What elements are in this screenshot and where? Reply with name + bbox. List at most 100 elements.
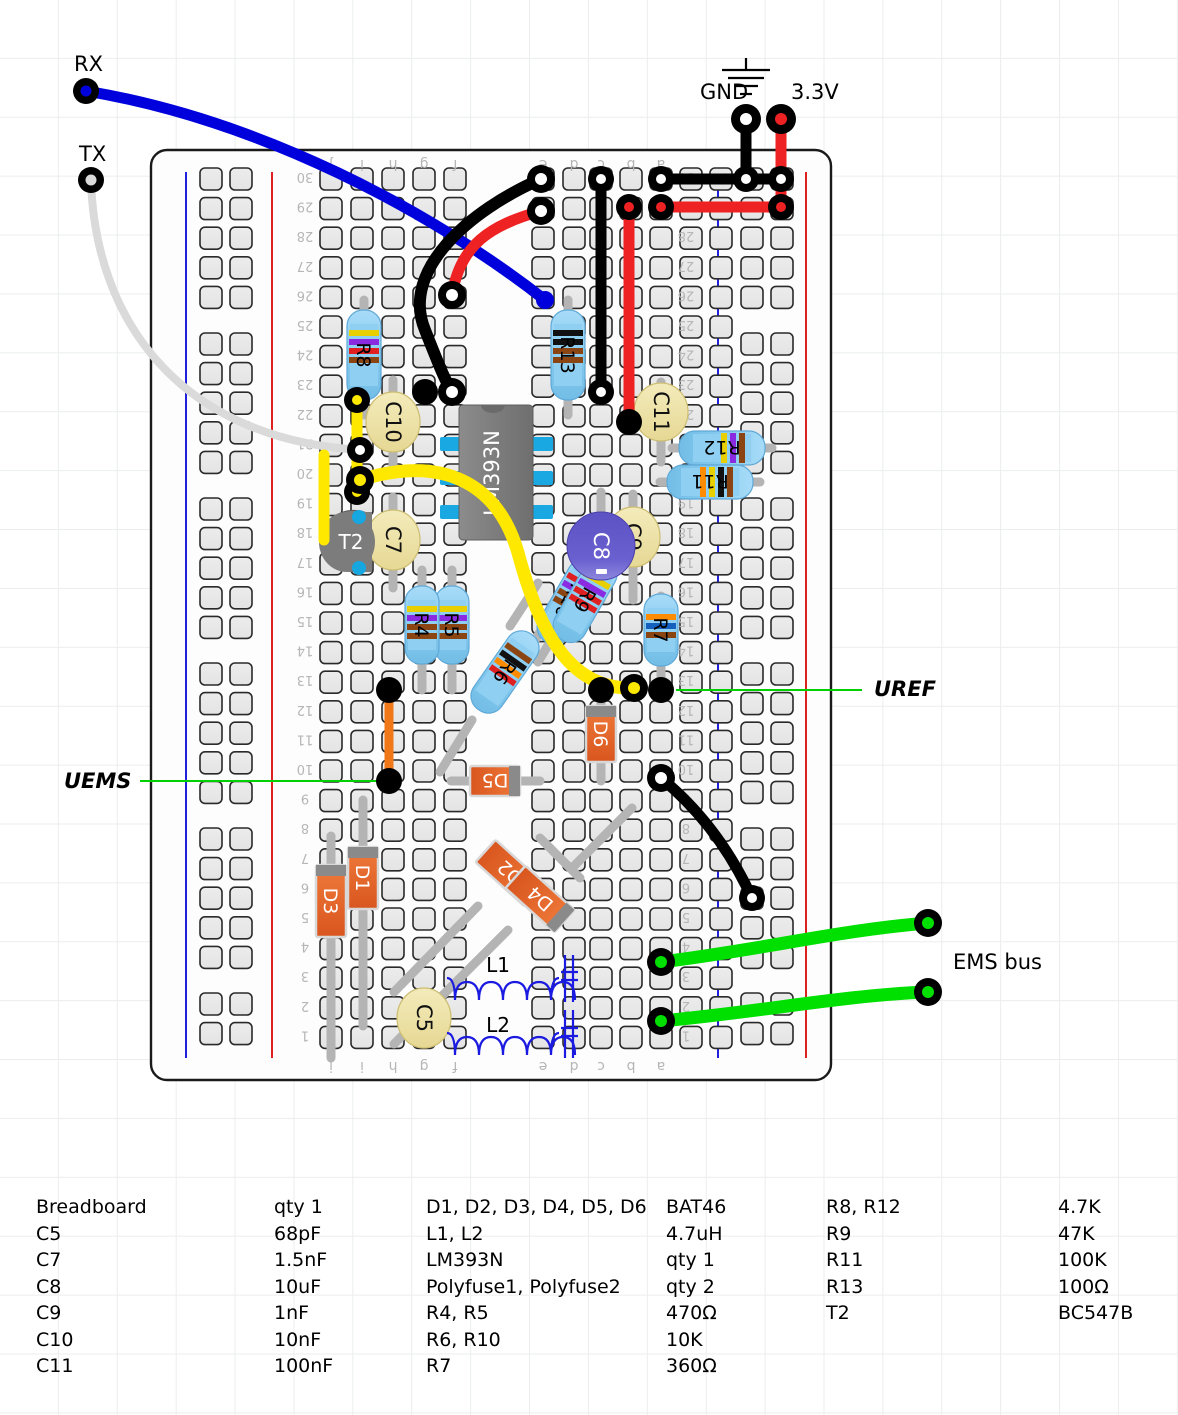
inductor-L1-symbol — [446, 976, 577, 1001]
parts-list-cell-part3: T2 — [826, 1302, 850, 1324]
row-number: 17 — [297, 554, 314, 569]
resistors: R8R13R12R11R10R9R7R6R5R4 — [346, 309, 766, 714]
row-number: 23 — [297, 376, 314, 391]
column-letter: e — [539, 1058, 548, 1074]
capacitor-C11: C11 — [633, 382, 689, 442]
parts-list-cell-part3: R13 — [826, 1275, 864, 1298]
row-number: 22 — [297, 406, 314, 421]
parts-list-cell-part: C9 — [36, 1302, 62, 1324]
column-letter: d — [570, 156, 579, 172]
wire-green-ems-1 — [654, 916, 935, 969]
parts-list-cell-qty: 10uF — [274, 1275, 322, 1298]
resistor-label: R7 — [649, 617, 671, 642]
resistor-label: R8 — [352, 342, 374, 367]
diode-label: D1 — [351, 865, 373, 892]
resistor-R6: R6 — [470, 630, 540, 714]
parts-list-cell-qty2: 4.7uH — [666, 1222, 723, 1245]
parts-list-cell-qty: 100nF — [274, 1355, 334, 1377]
parts-list-row: C10 10nF R6, R10 10K — [36, 1329, 1178, 1356]
column-letter: d — [570, 1058, 579, 1074]
row-number: 5 — [682, 909, 690, 924]
resistor-label: R11 — [691, 470, 728, 492]
row-number: 10 — [678, 761, 695, 776]
row-number: 2 — [682, 998, 690, 1013]
transistor-T2-label: T2 — [338, 530, 364, 554]
row-number: 1 — [682, 1027, 690, 1042]
parts-list-cell-qty2: qty 2 — [666, 1275, 715, 1298]
row-number: 30 — [297, 169, 314, 184]
parts-list-cell-part3: R11 — [826, 1249, 864, 1271]
row-number: 16 — [678, 583, 695, 598]
label-uref: UREF — [874, 677, 936, 701]
resistor-R11: R11 — [666, 464, 754, 500]
parts-list-cell-qty: 10nF — [274, 1328, 322, 1351]
parts-list-cell-qty3 — [1058, 1329, 1178, 1356]
column-letter: e — [539, 156, 548, 172]
row-number: 24 — [678, 347, 695, 362]
column-letter: g — [420, 156, 429, 172]
parts-list-row: Breadboard qty 1 D1, D2, D3, D4, D5, D6 BAT… — [36, 1196, 1178, 1223]
column-letter: i — [360, 156, 364, 172]
parts-list-cell-qty3: BC547B — [1058, 1302, 1134, 1324]
wire-black-curve-1 — [413, 173, 547, 398]
parts-list: Breadboard qty 1 D1, D2, D3, D4, D5, D6 BAT… — [0, 1196, 1178, 1377]
gnd-symbol — [722, 58, 770, 96]
row-number: 26 — [297, 287, 314, 302]
row-number: 27 — [678, 258, 695, 273]
polyfuses — [561, 955, 578, 1058]
row-number: 17 — [678, 554, 695, 569]
row-number: 10 — [297, 761, 314, 776]
row-number: 25 — [678, 317, 695, 332]
capacitor-label: C10 — [381, 401, 405, 442]
capacitor-label: C11 — [649, 391, 673, 432]
wire-black-diagonal-1 — [655, 772, 758, 904]
row-number: 23 — [678, 376, 695, 391]
parts-list-cell-part: C7 — [36, 1249, 62, 1271]
parts-list-cell-qty2: 10K — [666, 1328, 703, 1351]
wire-endpoints — [73, 78, 942, 1035]
capacitor-label: C8 — [589, 532, 613, 560]
inductor-L1-label: L1 — [486, 953, 510, 977]
parts-list-cell-qty3: 47K — [1058, 1222, 1095, 1245]
diode-D5: D5 — [468, 764, 522, 798]
row-number: 27 — [297, 258, 314, 273]
wire-rx-blue — [80, 85, 551, 306]
wire-red-curve-1 — [446, 205, 547, 301]
capacitor-C5: C5 — [396, 987, 452, 1049]
row-number: 1 — [301, 1027, 309, 1042]
capacitor-label: C7 — [381, 526, 405, 554]
row-number: 20 — [297, 465, 314, 480]
parts-list-cell-part2: R4, R5 — [426, 1302, 489, 1324]
column-letter: a — [657, 1058, 666, 1074]
label-gnd: GND — [700, 80, 749, 104]
parts-list-cell-part: C5 — [36, 1222, 62, 1245]
row-number: 14 — [297, 643, 314, 658]
capacitor-label: C5 — [412, 1004, 436, 1032]
parts-list-cell-qty3 — [1058, 1355, 1178, 1382]
parts-list-cell-qty3: 4.7K — [1058, 1196, 1101, 1218]
parts-list-cell-part3 — [826, 1355, 1058, 1382]
row-number: 4 — [301, 939, 309, 954]
transistor-T2: T2 — [319, 509, 375, 575]
row-number: 13 — [297, 672, 314, 687]
parts-list-cell-part3: R9 — [826, 1222, 852, 1245]
resistor-R5: R5 — [434, 585, 470, 665]
column-letter: c — [597, 1058, 605, 1074]
row-number: 28 — [678, 228, 695, 243]
row-number: 24 — [297, 347, 314, 362]
column-letter: c — [597, 156, 605, 172]
row-number: 3 — [682, 968, 690, 983]
diode-label: D3 — [319, 888, 341, 915]
parts-list-cell-qty: 68pF — [274, 1222, 322, 1245]
diode-D6: D6 — [584, 704, 618, 764]
diode-label: D6 — [589, 721, 611, 748]
row-number: 8 — [682, 820, 690, 835]
label-tx: TX — [79, 142, 107, 166]
capacitor-C8: C8 — [566, 511, 636, 581]
parts-list-cell-part2: R7 — [426, 1355, 452, 1377]
row-number: 28 — [297, 228, 314, 243]
column-letter: j — [329, 1058, 334, 1074]
inductor-L2-label: L2 — [486, 1013, 510, 1037]
